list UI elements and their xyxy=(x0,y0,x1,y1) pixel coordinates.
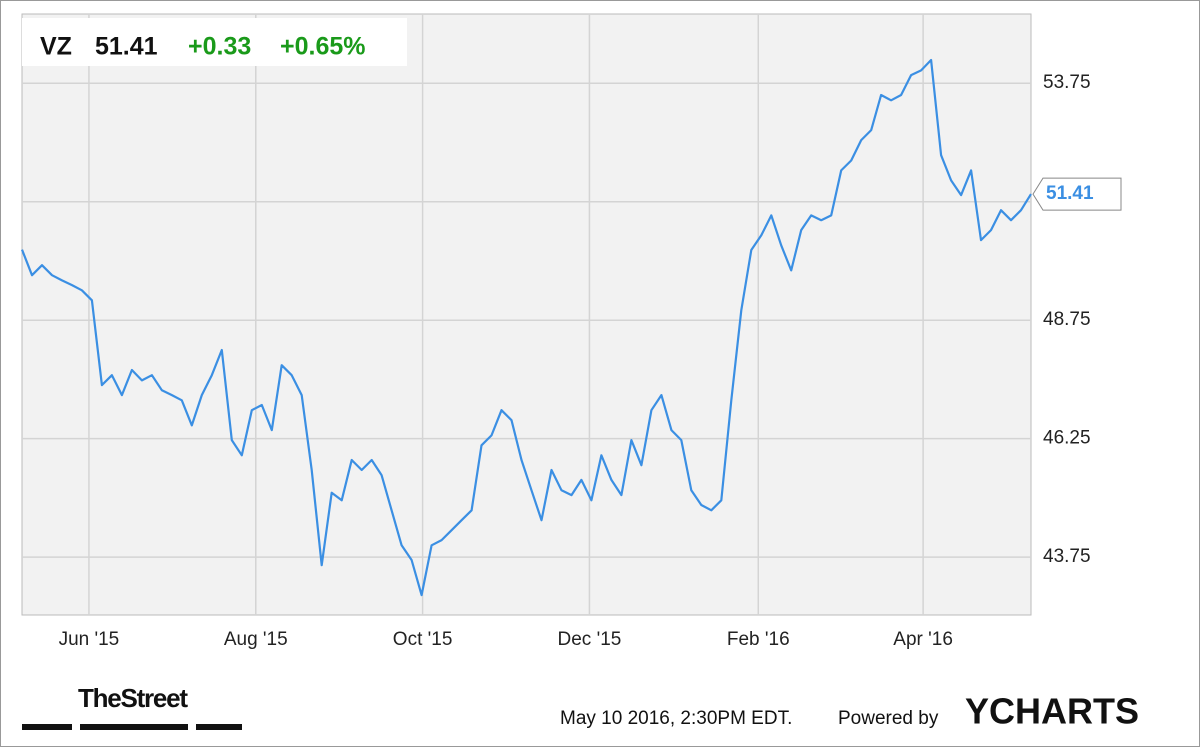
last-value-label: 51.41 xyxy=(1046,183,1094,204)
plot-area xyxy=(21,13,1032,616)
y-tick-label: 48.75 xyxy=(1043,309,1091,330)
logo-bar xyxy=(196,724,242,730)
logo-bar xyxy=(22,724,72,730)
source-logo: TheStreet xyxy=(78,683,188,713)
change-pct: +0.65% xyxy=(280,33,366,61)
y-tick-label: 46.25 xyxy=(1043,428,1091,449)
timestamp: May 10 2016, 2:30PM EDT. xyxy=(560,708,792,729)
y-tick-label: 53.75 xyxy=(1043,72,1091,93)
x-tick-label: Aug '15 xyxy=(224,629,288,650)
x-tick-label: Oct '15 xyxy=(393,629,453,650)
header-box xyxy=(22,18,407,66)
logo-bar xyxy=(80,724,188,730)
last-value-box xyxy=(1032,177,1122,211)
x-tick-label: Apr '16 xyxy=(893,629,953,650)
ticker: VZ xyxy=(40,33,72,61)
price: 51.41 xyxy=(95,33,158,61)
change: +0.33 xyxy=(188,33,251,61)
price-line xyxy=(20,58,1032,597)
x-tick-label: Jun '15 xyxy=(59,629,120,650)
x-tick-label: Dec '15 xyxy=(558,629,622,650)
x-tick-label: Feb '16 xyxy=(727,629,790,650)
y-tick-label: 43.75 xyxy=(1043,546,1091,567)
powered-by: Powered by xyxy=(838,708,939,729)
brand: YCHARTS xyxy=(965,691,1139,732)
